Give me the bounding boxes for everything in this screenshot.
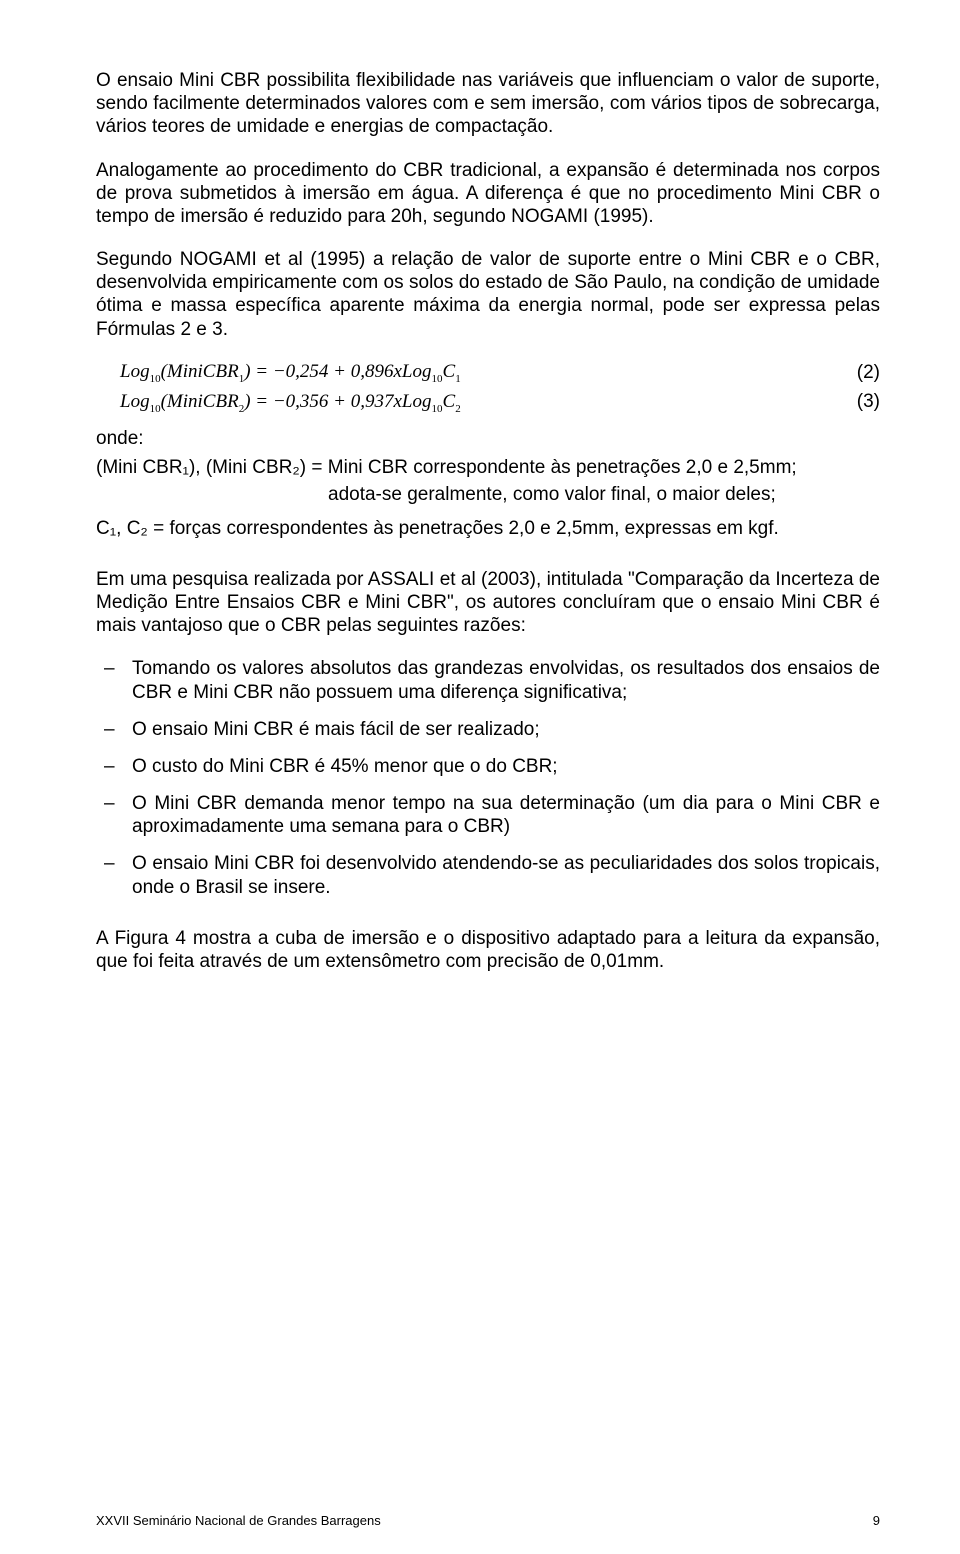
paragraph: A Figura 4 mostra a cuba de imersão e o … <box>96 927 880 973</box>
list-item: O ensaio Mini CBR foi desenvolvido atend… <box>96 852 880 898</box>
definition-cont: adota-se geralmente, como valor final, o… <box>328 483 880 506</box>
footer-title: XXVII Seminário Nacional de Grandes Barr… <box>96 1513 381 1528</box>
formula-number: (2) <box>857 362 880 384</box>
definition: C₁, C₂ = forças correspondentes às penet… <box>96 517 880 540</box>
page-number: 9 <box>873 1513 880 1528</box>
list-item: O ensaio Mini CBR é mais fácil de ser re… <box>96 718 880 741</box>
list-item: O custo do Mini CBR é 45% menor que o do… <box>96 755 880 778</box>
paragraph: Segundo NOGAMI et al (1995) a relação de… <box>96 248 880 341</box>
definition: (Mini CBR₁), (Mini CBR₂) = Mini CBR corr… <box>96 456 880 479</box>
paragraph: Analogamente ao procedimento do CBR trad… <box>96 159 880 229</box>
list-item: Tomando os valores absolutos das grandez… <box>96 657 880 703</box>
footer: XXVII Seminário Nacional de Grandes Barr… <box>96 1513 880 1528</box>
onde-label: onde: <box>96 428 880 450</box>
formula-number: (3) <box>857 391 880 413</box>
formula-expr: Log10(MiniCBR1) = −0,254 + 0,896xLog10C1 <box>120 361 461 385</box>
formula-2: Log10(MiniCBR2) = −0,356 + 0,937xLog10C2… <box>120 391 880 415</box>
paragraph: O ensaio Mini CBR possibilita flexibilid… <box>96 69 880 139</box>
formula-1: Log10(MiniCBR1) = −0,254 + 0,896xLog10C1… <box>120 361 880 385</box>
list-item: O Mini CBR demanda menor tempo na sua de… <box>96 792 880 838</box>
paragraph: Em uma pesquisa realizada por ASSALI et … <box>96 568 880 638</box>
formula-expr: Log10(MiniCBR2) = −0,356 + 0,937xLog10C2 <box>120 391 461 415</box>
bullet-list: Tomando os valores absolutos das grandez… <box>96 657 880 898</box>
